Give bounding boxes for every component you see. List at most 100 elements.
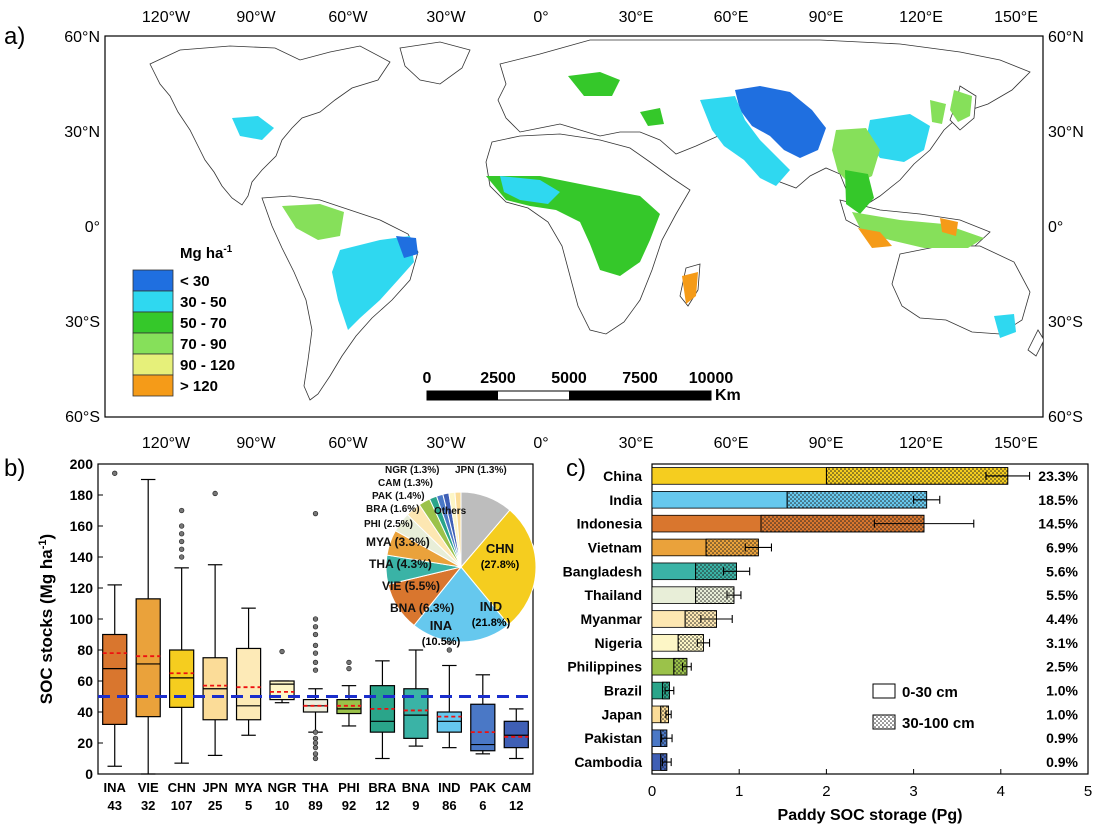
outlier-point	[312, 755, 319, 762]
x-category-label: THA	[302, 780, 329, 795]
scale-tick: 2500	[480, 370, 516, 387]
region-middle-east	[640, 108, 664, 126]
bar-category-label: Vietnam	[588, 539, 642, 555]
x-category-label: VIE	[138, 780, 159, 795]
box-body	[470, 703, 496, 752]
bar-row-pakistan: Pakistan 0.9%	[584, 729, 1079, 747]
pie-label: PHI (2.5%)	[364, 519, 413, 530]
outlier-point	[312, 659, 319, 666]
bar-row-vietnam: Vietnam 6.9%	[588, 538, 1079, 557]
box-vie	[135, 478, 161, 775]
region-korea	[930, 100, 946, 124]
y-tick-label: 40	[77, 704, 93, 720]
map-bottom-tick: 60°E	[714, 435, 749, 452]
x-count-label: 107	[171, 798, 193, 813]
x-category-label: PHI	[338, 780, 360, 795]
bar-category-label: India	[609, 492, 642, 508]
greenland-land	[399, 41, 471, 85]
region-china-south	[832, 128, 880, 186]
new-zealand-land	[1027, 329, 1043, 357]
bar-category-label: China	[603, 468, 642, 484]
legend-label: 50 - 70	[180, 315, 227, 332]
x-tick-label: 2	[822, 783, 830, 800]
y-tick-label: 100	[70, 611, 94, 627]
y-tick-label: 0	[85, 766, 93, 782]
box-pak	[470, 674, 496, 755]
pie-label: CAM (1.3%)	[378, 478, 433, 489]
bar-category-label: Cambodia	[574, 754, 642, 770]
map-legend: Mg ha-1 < 30 30 - 50 50 - 70 70 - 90 90 - 12…	[132, 244, 235, 397]
map-bottom-tick: 120°W	[142, 435, 191, 452]
scale-tick: 10000	[689, 370, 734, 387]
legend-swatch-topsoil	[872, 683, 896, 699]
soc-regions	[232, 72, 1016, 338]
pie-label: INA	[430, 618, 453, 633]
x-category-label: JPN	[202, 780, 227, 795]
outlier-point	[312, 745, 319, 751]
pie-label: JPN (1.3%)	[455, 465, 507, 476]
map-right-tick: 60°N	[1048, 29, 1084, 46]
map-left-tick: 30°N	[64, 124, 100, 141]
legend-label-subsoil: 30-100 cm	[902, 715, 975, 732]
outlier-point	[179, 538, 185, 545]
bar-row-myanmar: Myanmar 4.4%	[581, 610, 1079, 628]
bar-category-label: Pakistan	[584, 730, 642, 746]
pie-label: PAK (1.4%)	[372, 491, 425, 502]
outlier-point	[112, 470, 118, 476]
bar-category-label: Nigeria	[595, 635, 643, 651]
scale-tick: 0	[423, 370, 432, 387]
scale-unit: Km	[715, 387, 741, 404]
region-europe	[568, 72, 620, 96]
legend-label: 90 - 120	[180, 357, 235, 374]
outlier-point	[312, 642, 319, 648]
box-cam	[503, 708, 529, 760]
outlier-point	[179, 554, 185, 560]
x-tick-label: 3	[909, 783, 917, 800]
bar-row-cambodia: Cambodia 0.9%	[574, 753, 1079, 771]
pie-label: BRA (1.6%)	[366, 504, 420, 515]
pie-label: NGR (1.3%)	[385, 465, 439, 476]
legend-label: < 30	[180, 273, 210, 290]
legend-label: 70 - 90	[180, 336, 227, 353]
map-left-tick: 30°S	[65, 314, 100, 331]
bar-row-bangladesh: Bangladesh 5.6%	[563, 562, 1079, 581]
x-category-label: PAK	[470, 780, 497, 795]
bar-row-thailand: Thailand 5.5%	[584, 586, 1079, 604]
region-indonesia	[852, 212, 984, 248]
bar-percent-label: 0.9%	[1046, 730, 1078, 746]
legend-swatch	[132, 269, 174, 292]
bar-category-label: Thailand	[584, 587, 642, 603]
box-body	[135, 598, 161, 718]
pie-percent-label: (10.5%)	[422, 636, 461, 648]
pie-slice	[460, 491, 511, 569]
map-legend-items: < 30 30 - 50 50 - 70 70 - 90 90 - 120 > 120	[132, 269, 235, 397]
box-tha	[302, 510, 329, 762]
pie-label: CHN	[486, 541, 514, 556]
pie-label: BNA (6.3%)	[390, 601, 454, 615]
bar-row-japan: Japan 1.0%	[602, 705, 1079, 724]
boxplot-y-axis: 0 20 40 60 80 100 120 140 160 180 200	[70, 456, 103, 782]
box-ind	[436, 630, 462, 749]
x-count-label: 9	[412, 798, 419, 813]
outlier-point	[312, 751, 319, 757]
legend-label-topsoil: 0-30 cm	[902, 684, 958, 701]
legend-swatch	[132, 332, 174, 355]
outlier-point	[312, 735, 319, 741]
pie-label: VIE (5.5%)	[382, 579, 440, 593]
map-top-tick: 0°	[533, 9, 548, 26]
box-mya	[235, 607, 262, 736]
box-body	[269, 680, 295, 701]
map-top-tick: 60°W	[328, 9, 368, 26]
outlier-point	[312, 650, 319, 656]
legend-swatch	[132, 353, 174, 376]
bar-subsoil-segment	[826, 467, 1009, 485]
bar-percent-label: 4.4%	[1046, 611, 1078, 627]
x-category-label: BRA	[368, 780, 397, 795]
x-category-label: INA	[104, 780, 127, 795]
x-category-label: BNA	[402, 780, 431, 795]
map-bottom-tick: 90°W	[236, 435, 276, 452]
region-australia-se	[994, 314, 1016, 338]
bar-percent-label: 2.5%	[1046, 659, 1078, 675]
y-tick-label: 120	[70, 580, 94, 596]
map-top-tick: 90°W	[236, 9, 276, 26]
